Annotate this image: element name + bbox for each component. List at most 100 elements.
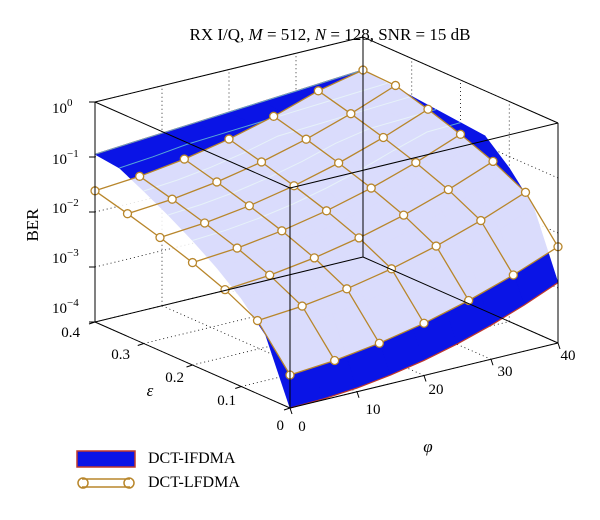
data-point <box>244 201 254 211</box>
data-point <box>135 171 145 181</box>
data-point <box>378 132 388 143</box>
mesh-patch <box>318 70 396 114</box>
surface-edge <box>289 282 559 409</box>
data-point <box>155 232 165 243</box>
mesh-patch <box>391 246 469 324</box>
z-tick-label: 100 <box>52 97 73 117</box>
y-axis-label: ε <box>147 381 154 400</box>
x-tick-labels: 0 10 20 30 40 <box>298 348 575 435</box>
data-point <box>265 270 275 280</box>
box-edge <box>94 101 291 189</box>
mesh-patch <box>350 85 428 138</box>
data-point <box>277 226 287 236</box>
data-point <box>212 177 222 187</box>
data-point <box>443 185 453 195</box>
mesh-patch <box>415 134 493 190</box>
y-tick-labels: 0.4 0.3 0.2 0.1 0 <box>61 325 284 434</box>
z-axis-label: BER <box>23 208 42 242</box>
data-point <box>200 218 210 228</box>
legend-item-dct-ifdma: DCT-IFDMA <box>76 448 235 470</box>
y-tick-label: 0 <box>277 418 285 434</box>
x-tick <box>289 407 293 415</box>
dct-lfdma-mesh <box>90 65 563 380</box>
data-point <box>476 215 486 226</box>
data-point <box>224 134 234 144</box>
z-tick-label: 10−4 <box>52 297 79 317</box>
y-tick-label: 0.3 <box>111 347 130 363</box>
legend-swatch-surface <box>76 450 136 468</box>
data-point <box>390 80 401 91</box>
data-point <box>321 206 332 216</box>
data-point <box>334 158 344 168</box>
mesh-patch <box>257 306 335 375</box>
data-point <box>399 210 409 220</box>
box-edge <box>94 36 364 103</box>
data-point <box>179 154 189 164</box>
y-tick-label: 0.2 <box>165 370 184 386</box>
x-tick <box>423 375 427 382</box>
z-tick-label: 10−2 <box>52 197 79 217</box>
data-point <box>269 111 279 121</box>
data-point <box>431 241 441 251</box>
data-point <box>488 156 498 167</box>
data-point <box>354 233 364 243</box>
mesh-patch <box>160 223 238 263</box>
x-tick-label: 0 <box>298 419 306 435</box>
legend-swatch-mesh <box>77 477 135 489</box>
data-point <box>330 355 340 366</box>
x-tick <box>557 342 561 350</box>
data-point <box>289 181 299 191</box>
y-tick-label: 0.1 <box>217 393 236 409</box>
mesh-patch <box>371 162 449 216</box>
data-point <box>346 109 356 119</box>
mesh-patch <box>192 248 270 290</box>
mesh-patch <box>269 257 347 307</box>
mesh-patch <box>225 275 303 321</box>
data-point <box>232 243 242 253</box>
data-point <box>520 187 531 197</box>
box-edge <box>289 122 559 189</box>
data-point <box>419 318 429 328</box>
data-point <box>297 301 307 311</box>
data-point <box>122 209 133 219</box>
legend-label: DCT-IFDMA <box>148 450 236 467</box>
z-tick-label: 10−3 <box>52 247 79 267</box>
chart-title: RX I/Q, M = 512, N = 128, SNR = 15 dB <box>190 25 471 44</box>
y-tick <box>235 386 242 389</box>
mesh-patch <box>326 188 404 238</box>
mesh-patch <box>306 113 384 163</box>
legend-label: DCT-LFDMA <box>148 474 240 491</box>
x-tick-label: 40 <box>561 348 576 364</box>
mesh-patch <box>448 161 526 221</box>
x-tick <box>356 391 360 398</box>
data-point <box>374 338 384 348</box>
x-tick-label: 10 <box>366 402 381 418</box>
data-point <box>256 157 267 167</box>
mesh-patch <box>338 137 416 189</box>
mesh-patch <box>346 268 424 344</box>
surface-gridline <box>94 69 364 155</box>
mesh-patch <box>249 185 327 231</box>
data-point <box>423 104 433 114</box>
z-tick-labels: 100 10−1 10−2 10−3 10−4 <box>52 97 79 317</box>
data-point <box>411 157 421 168</box>
data-point <box>313 86 323 96</box>
y-tick <box>137 343 144 346</box>
data-point <box>366 183 376 193</box>
data-point <box>455 129 466 139</box>
y-tick <box>283 407 291 411</box>
box-edge <box>362 256 559 344</box>
y-tick <box>186 364 193 368</box>
data-point <box>301 134 311 144</box>
z-tick-label: 10−1 <box>52 148 79 168</box>
box-edge <box>362 36 559 124</box>
x-tick-label: 20 <box>429 382 444 398</box>
mesh-patch <box>216 162 294 206</box>
mesh-patch <box>261 139 339 186</box>
y-tick <box>88 321 96 325</box>
mesh-patch <box>127 199 205 238</box>
axes-layer <box>88 36 561 415</box>
mesh-patch <box>229 116 307 162</box>
legend-item-dct-lfdma: DCT-LFDMA <box>76 472 240 494</box>
